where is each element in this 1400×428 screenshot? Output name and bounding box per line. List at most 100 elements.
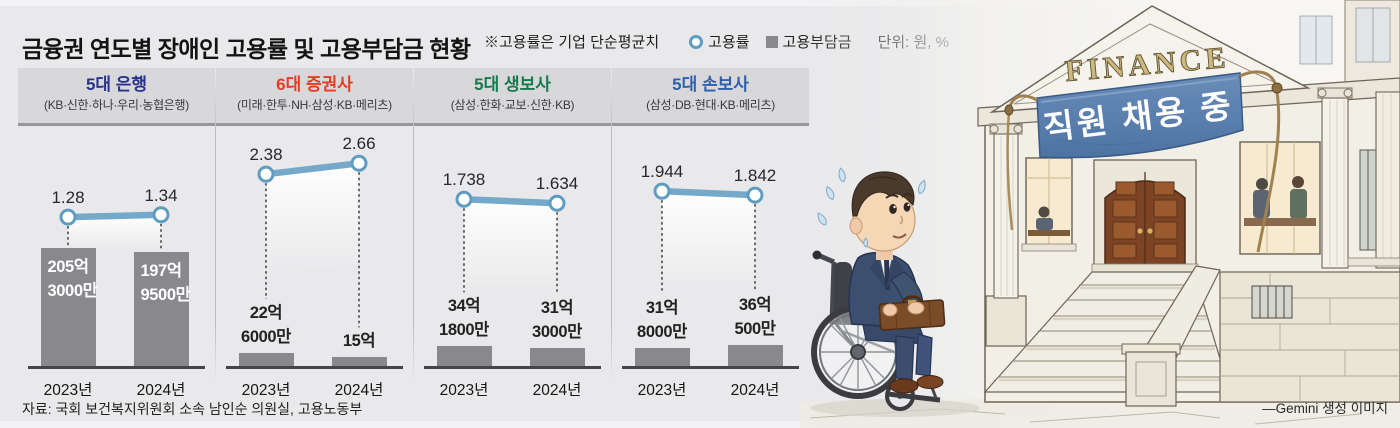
levy-bar-2024	[727, 345, 783, 366]
levy-line: 1800만	[439, 321, 489, 340]
year-label-2024: 2024년	[532, 382, 582, 399]
levy-line: 34억	[447, 297, 481, 316]
rate-label-2023: 1.738	[442, 170, 486, 190]
rate-label-2024: 1.634	[535, 174, 579, 194]
panel-subtitle: (삼성·DB·현대·KB·메리츠)	[646, 98, 775, 112]
year-label-2024: 2024년	[136, 382, 186, 399]
panel-header: 5대 은행 (KB·신한·하나·우리·농협은행)	[18, 68, 215, 126]
rate-line-chart	[257, 154, 368, 328]
year-label-2023: 2023년	[43, 382, 93, 399]
head	[849, 171, 916, 260]
image-credit: ―Gemini 생성 이미지	[1262, 401, 1388, 416]
year-label-2023: 2023년	[439, 382, 489, 399]
panel-title: 5대 생보사	[474, 75, 551, 94]
levy-line: 36억	[738, 296, 772, 315]
panel-subtitle: (미래·한투·NH·삼성·KB·메리츠)	[237, 98, 392, 112]
levy-bar-2023	[238, 353, 294, 366]
year-label-2024: 2024년	[334, 382, 384, 399]
panel-chart: 1.738 1.634 34억 1800만 31억 3000만 2023년 20…	[414, 126, 612, 399]
ear	[849, 217, 863, 235]
panel-banks: 5대 은행 (KB·신한·하나·우리·농협은행) 1.28 1.34 205억 …	[18, 68, 215, 399]
circle-marker-icon	[689, 34, 704, 49]
rope-knot	[1004, 104, 1014, 116]
levy-bar-2023	[436, 346, 492, 366]
hand	[882, 303, 898, 317]
panel-life-insurers: 5대 생보사 (삼성·한화·교보·신한·KB) 1.738 1.634 34억 …	[414, 68, 612, 399]
footrest	[887, 391, 941, 403]
bottom-margin-strip	[0, 421, 1400, 428]
levy-amount-2023: 205억 3000만	[48, 255, 138, 303]
panel-divider	[215, 74, 216, 382]
right-columns	[1317, 87, 1400, 269]
rate-label-2024: 1.34	[144, 185, 178, 205]
levy-amount-2024: 31억 3000만	[502, 296, 612, 344]
x-axis	[622, 366, 799, 369]
hair	[851, 171, 915, 217]
clerk-figure	[1292, 176, 1304, 188]
rate-line-chart	[455, 190, 566, 295]
panel-securities: 6대 증권사 (미래·한투·NH·삼성·KB·메리츠) 2.38 2.66 22…	[216, 68, 414, 399]
source-credit: 자료: 국회 보건복지위원회 소속 남인순 의원실, 고용노동부	[22, 401, 363, 417]
legend-item-rate: 고용률	[689, 31, 750, 52]
levy-amount-2024: 36억 500만	[700, 293, 810, 341]
recruitment-banner: 직원 채용 중	[1004, 70, 1283, 253]
panel-nonlife-insurers: 5대 손보사 (삼성·DB·현대·KB·메리츠) 1.944 1.842 31억…	[612, 68, 810, 399]
levy-amount-2023: 34억 1800만	[409, 294, 519, 342]
mouth	[892, 233, 907, 239]
rate-label-2024: 2.66	[342, 134, 376, 154]
legend-rate-label: 고용률	[708, 34, 750, 51]
levy-line: 31억	[645, 298, 679, 317]
eyebrow	[901, 193, 913, 198]
levy-line: 205억	[47, 257, 90, 276]
panel-chart: 1.944 1.842 31억 8000만 36억 500만 2023년 202…	[612, 126, 810, 399]
right-window	[1239, 141, 1321, 255]
levy-amount-2024: 197억 9500만	[141, 259, 231, 307]
hand	[907, 301, 925, 315]
chart-panels: 5대 은행 (KB·신한·하나·우리·농협은행) 1.28 1.34 205억 …	[18, 68, 810, 399]
rate-label-2023: 2.38	[249, 145, 283, 165]
levy-bar-2023	[40, 247, 96, 366]
shoe	[889, 378, 919, 394]
year-label-2023: 2023년	[241, 382, 291, 399]
teller-figure	[1038, 206, 1050, 218]
push-handle-grip	[812, 250, 822, 260]
page-title: 금융권 연도별 장애인 고용률 및 고용부담금 현황	[22, 36, 471, 63]
newel-post	[1125, 351, 1177, 407]
basement-window	[1251, 285, 1293, 319]
x-axis	[424, 366, 601, 369]
levy-line: 31억	[540, 299, 574, 317]
bank-building: FINANCE	[977, 0, 1400, 407]
panel-header: 5대 생보사 (삼성·한화·교보·신한·KB)	[414, 68, 611, 126]
top-margin-strip	[0, 0, 1400, 6]
year-label-2023: 2023년	[637, 382, 687, 399]
shoe	[916, 375, 944, 389]
eye	[903, 202, 911, 212]
levy-amount-2023: 22억 6000만	[211, 301, 321, 349]
wheelchair-man	[810, 167, 980, 417]
customer-figure	[1256, 178, 1268, 190]
sweat-drop	[863, 237, 868, 248]
panel-chart: 2.38 2.66 22억 6000만 15억 2023년 2024년	[216, 126, 414, 399]
panel-title: 5대 손보사	[672, 75, 749, 94]
levy-amount-2024: 15억	[304, 305, 414, 353]
panel-header: 5대 손보사 (삼성·DB·현대·KB·메리츠)	[612, 68, 809, 126]
year-label-2024: 2024년	[730, 382, 780, 399]
base-block	[1219, 257, 1400, 403]
sweat-drops	[817, 167, 926, 226]
x-axis	[226, 366, 403, 369]
illustration-svg: FINANCE	[800, 0, 1400, 428]
levy-line: 500만	[734, 320, 776, 339]
eye	[889, 204, 897, 214]
rate-label-2024: 1.842	[733, 166, 777, 186]
entrance-door	[1091, 159, 1199, 273]
x-axis	[28, 366, 205, 369]
levy-line: 22억	[249, 304, 283, 322]
levy-bar-2024	[331, 357, 387, 366]
levy-bar-2024	[133, 252, 189, 366]
rate-line-chart	[59, 206, 170, 251]
rate-label-2023: 1.28	[51, 188, 85, 208]
levy-bar-2023	[634, 347, 690, 366]
levy-line: 15억	[342, 332, 376, 351]
upper-windows	[1299, 7, 1391, 65]
